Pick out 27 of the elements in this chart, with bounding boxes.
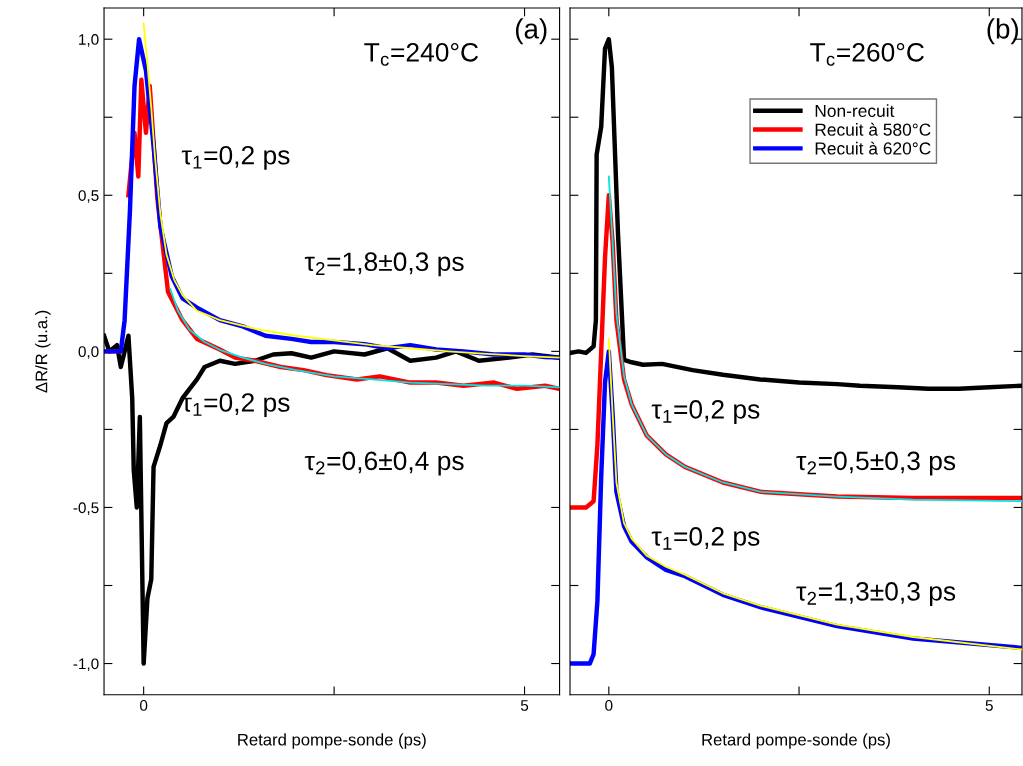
annotation: T$_{c}$=260°C — [810, 42, 924, 66]
y-tick-label: 0,5 — [78, 190, 99, 203]
x-axis-title: Retard pompe-sonde (ps) — [702, 733, 890, 749]
y-tick-label: 0,0 — [78, 346, 99, 359]
annotation: τ$_{1}$=0,2 ps — [651, 527, 760, 551]
y-axis-title: ΔR/R (u.a.) — [35, 310, 51, 393]
annotation: τ$_{2}$=0,5±0,3 ps — [796, 451, 956, 476]
annotation: (a) — [515, 18, 547, 45]
x-tick-label: 5 — [985, 700, 993, 711]
y-tick-label: -1,0 — [73, 658, 99, 672]
annotation: τ$_{2}$=0,6±0,4 ps — [304, 451, 464, 476]
legend-label: Non-recuit — [815, 104, 895, 118]
legend-label: Recuit à 580°C — [815, 122, 931, 136]
x-axis-title: Retard pompe-sonde (ps) — [238, 733, 426, 749]
line-series — [169, 288, 560, 389]
legend-label: Recuit à 620°C — [815, 141, 931, 155]
annotation: T$_{c}$=240°C — [364, 42, 479, 66]
x-tick-label: 0 — [605, 700, 613, 711]
annotation: (b) — [987, 18, 1018, 45]
annotation: τ$_{2}$=1,8±0,3 ps — [304, 252, 464, 277]
y-tick-label: 1,0 — [79, 34, 99, 47]
y-tick-label: -0,5 — [73, 502, 99, 515]
x-tick-label: 0 — [140, 700, 148, 711]
x-tick-label: 5 — [520, 700, 529, 711]
annotation: τ$_{2}$=1,3±0,3 ps — [796, 582, 956, 606]
annotation: τ$_{1}$=0,2 ps — [181, 145, 290, 170]
annotation: τ$_{1}$=0,2 ps — [651, 400, 760, 424]
